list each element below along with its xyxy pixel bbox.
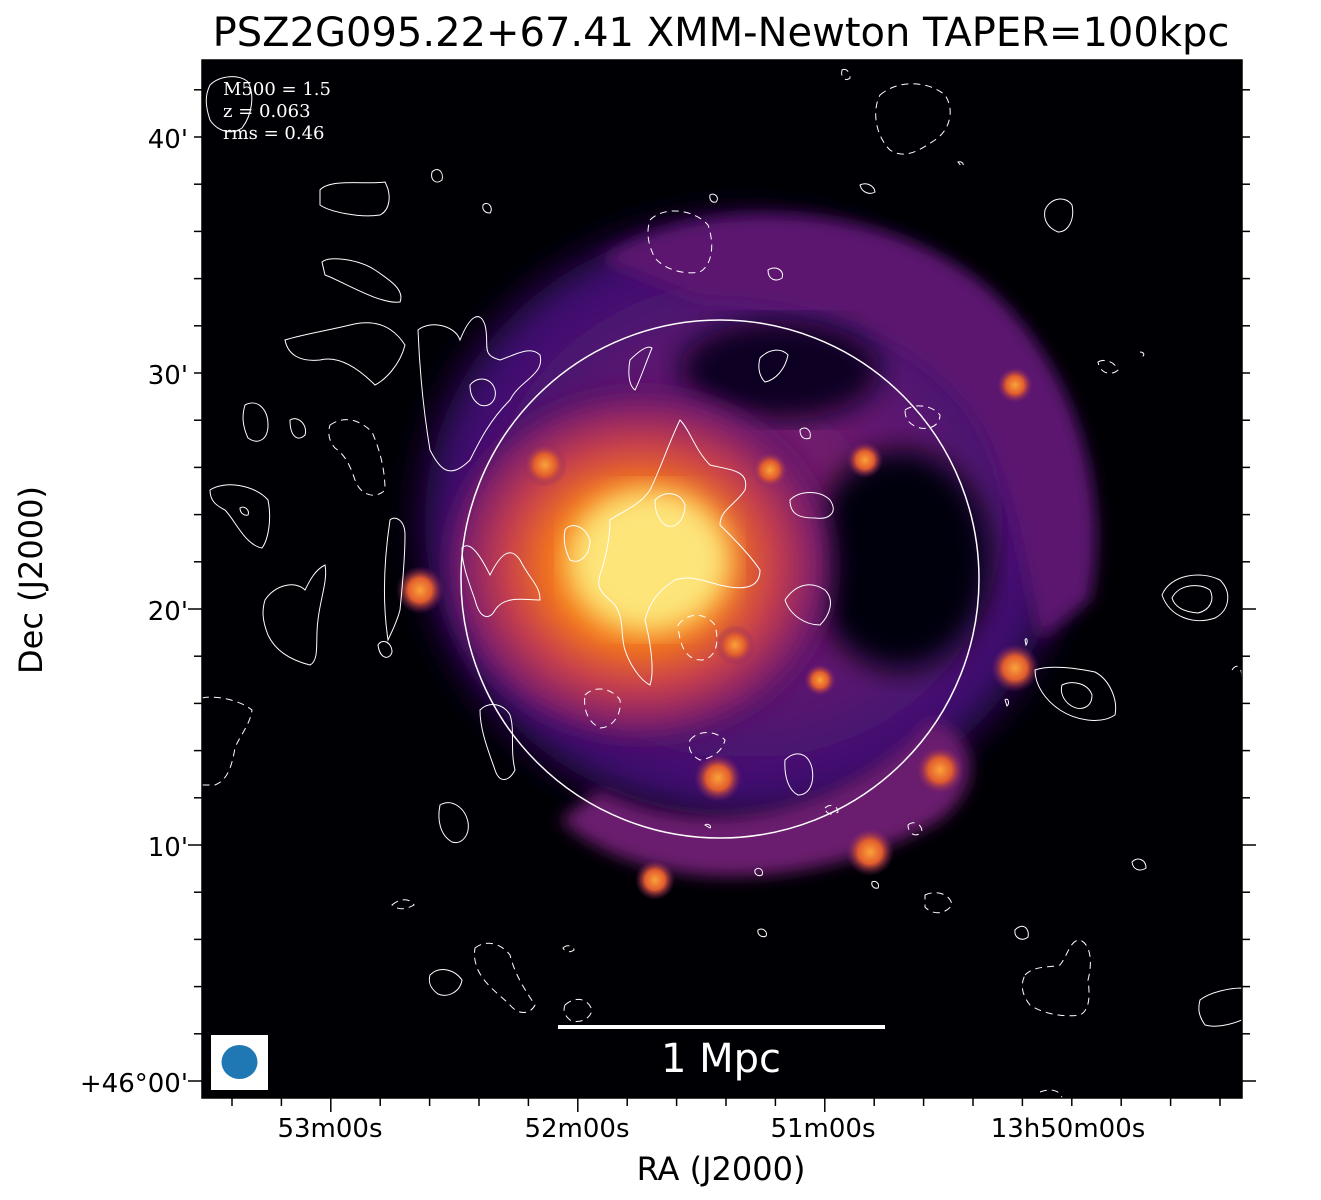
x-axis-label: RA (J2000) — [637, 1150, 806, 1188]
figure-title: PSZ2G095.22+67.41 XMM-Newton TAPER=100kp… — [213, 10, 1230, 56]
y-tick-label: 10' — [148, 833, 188, 863]
axis-ticks — [188, 89, 1256, 1112]
x-tick-label: 51m00s — [770, 1114, 875, 1144]
x-tick-label: 53m00s — [277, 1114, 382, 1144]
x-tick-label: 13h50m00s — [991, 1114, 1146, 1144]
y-tick-label: 20' — [148, 597, 188, 627]
beam-ellipse — [221, 1045, 258, 1079]
annotation-m500: M500 = 1.5 — [223, 79, 331, 100]
y-tick-label: 30' — [148, 361, 188, 391]
image-panel: M500 = 1.5 z = 0.063 rms = 0.46 1 Mpc — [202, 60, 1242, 1098]
y-tick-label: +46°00' — [80, 1069, 188, 1099]
scale-bar-label: 1 Mpc — [661, 1036, 781, 1082]
annotation-rms: rms = 0.46 — [223, 123, 325, 144]
y-tick-label: 40' — [148, 125, 188, 155]
y-axis-label: Dec (J2000) — [12, 486, 50, 674]
axes-frame — [201, 59, 1243, 1099]
radio-contours — [202, 69, 1242, 1098]
x-tick-label: 52m00s — [524, 1114, 629, 1144]
annotation-redshift: z = 0.063 — [223, 101, 311, 122]
r500-circle — [460, 319, 980, 839]
